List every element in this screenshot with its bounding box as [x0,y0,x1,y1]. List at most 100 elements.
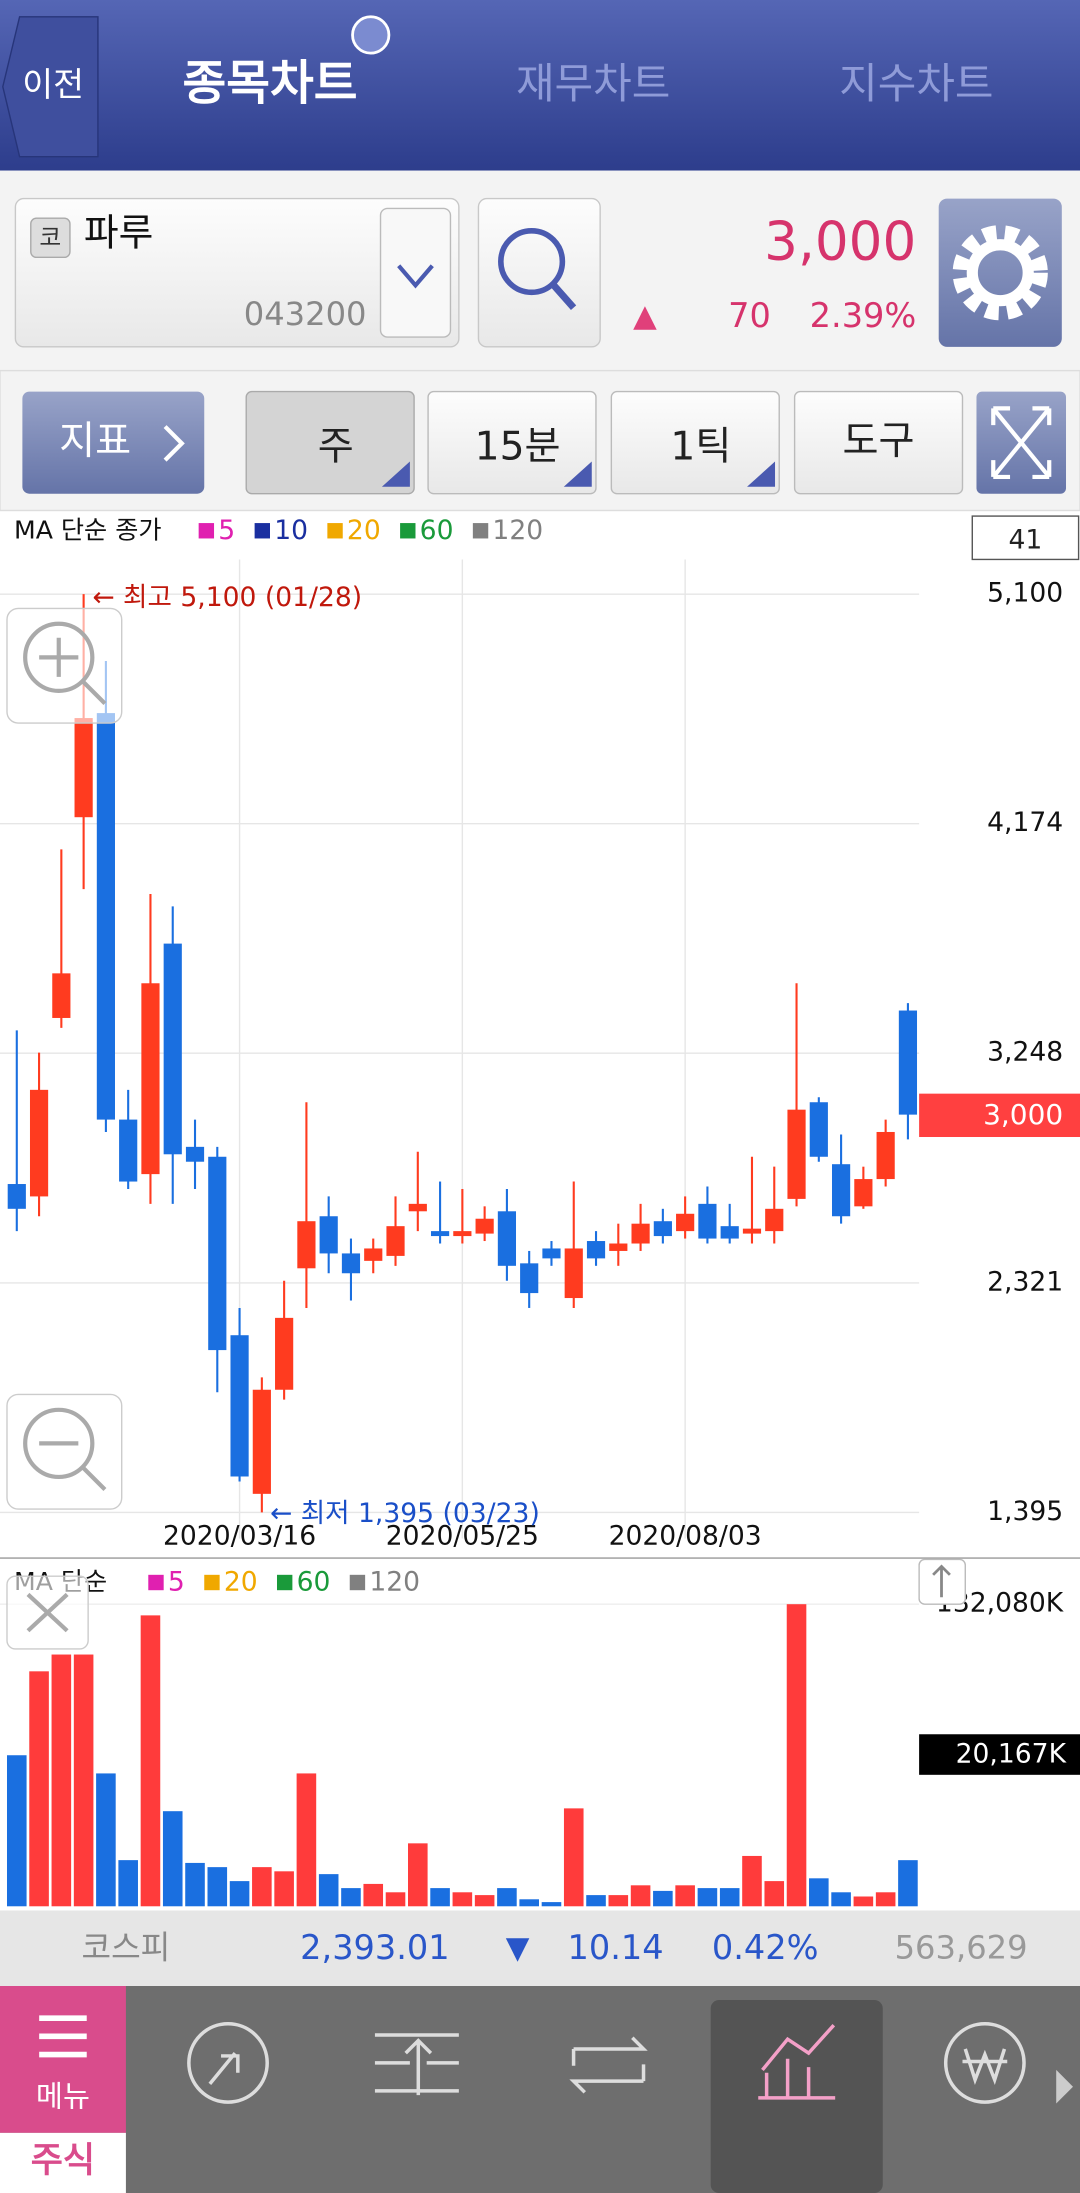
index-bar [0,1910,1080,1987]
ma-legend-label: 5 [218,515,235,546]
volume-bar [363,1883,384,1907]
ma-legend-swatch [148,1574,164,1591]
minutes-label[interactable]: 15분 [475,424,561,469]
tools-button[interactable] [793,390,964,495]
volume-bar [162,1811,183,1907]
volume-bar [586,1895,606,1907]
stock-box[interactable] [14,197,460,348]
stock-name: 파루 [84,210,153,254]
volume-bar [697,1888,718,1907]
ma-legend-swatch [327,523,343,539]
section-tab[interactable] [0,2132,126,2193]
nav-more[interactable] [1056,2069,1074,2104]
ma-legend-swatch [254,523,270,539]
scale-button[interactable] [918,1558,966,1605]
back-button[interactable] [2,16,99,158]
volume-bar [474,1895,495,1907]
candle-body [876,1131,895,1180]
ma-legend-swatch [400,523,416,539]
index-sign: ▼ [506,1930,530,1966]
candle-body [208,1156,227,1351]
current-volume-box [919,1734,1080,1775]
change-sign: ▲ [633,298,657,334]
candle-body [96,713,115,1120]
candle-body [163,943,182,1155]
candle-body [676,1213,695,1232]
ma-legend-swatch [472,523,489,539]
tick-label[interactable]: 1틱 [670,424,731,469]
change: 70 [728,296,771,335]
candle-body [698,1203,717,1239]
x-tick-label: 2020/03/16 [163,1521,316,1552]
minutes-button[interactable] [427,390,597,495]
volume-bar [96,1773,116,1907]
candle-body [430,1231,450,1237]
ma-legend-label: 20 [224,1567,258,1598]
ma-legend-label: 5 [168,1567,185,1598]
candle-body [119,1119,138,1182]
menu-label[interactable]: 메뉴 [36,2079,90,2113]
current-price-label: 3,000 [983,1098,1063,1131]
candle-body [319,1216,338,1254]
candle-body [141,983,160,1175]
volume-bar [742,1855,762,1907]
ma-legend-label: 120 [369,1567,420,1598]
ma-legend-label: 20 [347,515,381,546]
tab[interactable]: 재무차트 [516,59,670,108]
high-annotation: ← 최고 5,100 (01/28) [92,582,362,613]
indicator-button[interactable] [22,391,205,494]
current-volume-label: 20,167K [956,1739,1067,1770]
period-button[interactable] [245,390,415,495]
menu-button[interactable] [0,1986,126,2133]
close-button[interactable] [6,1575,89,1650]
volume-bar [898,1860,918,1907]
search-button[interactable] [477,197,601,348]
candle-body [74,718,93,818]
volume-bar [229,1881,250,1907]
candle-body [341,1253,361,1274]
menu-icon [39,2015,87,2058]
tab-active[interactable]: 종목차트 [182,57,357,112]
ma-legend-label: 120 [492,515,543,546]
candle-body [787,1109,806,1199]
price: 3,000 [764,210,916,272]
volume-bar [608,1895,629,1907]
volume-bar [51,1654,72,1907]
volume-bar [452,1892,473,1907]
indicator-label[interactable]: 지표 [59,419,131,464]
volume-bar [809,1878,829,1907]
candle-body [275,1317,294,1390]
chevron [397,264,434,289]
zoom-in[interactable] [6,607,123,724]
zoom-out[interactable] [6,1393,123,1510]
tick-button[interactable] [610,390,780,495]
section-label[interactable]: 주식 [31,2141,95,2181]
candle-body [742,1228,762,1234]
current-price-box [919,1093,1080,1138]
candle-body [831,1164,851,1217]
candle-body [230,1335,249,1477]
arrow [163,425,185,462]
candle-body [720,1226,739,1239]
tab[interactable]: 지수차트 [839,59,993,108]
settings-button[interactable] [938,198,1062,347]
x-tick-label: 2020/05/25 [386,1521,539,1552]
tools-label[interactable]: 도구 [843,419,915,464]
candle-body [453,1231,472,1237]
volume-bar [875,1892,896,1907]
volume-bar [296,1773,317,1907]
dropdown-button[interactable] [379,207,452,338]
period-label[interactable]: 주 [318,424,354,469]
price-chart: MA 단순 종가 5 10 20 60 120 5,100 4,174 3,248 2,321 1,… [0,515,1080,1552]
candle-body [408,1203,427,1212]
candle-body [52,973,71,1018]
search-icon [498,227,566,296]
candle-body [297,1221,316,1269]
index-value: 2,393.01 [300,1928,449,1967]
candle-body [564,1248,583,1299]
back-label[interactable]: 이전 [22,65,84,104]
candle-body [765,1208,784,1232]
volume-bar [207,1867,228,1907]
index-volume: 563,629 [895,1929,1028,1967]
